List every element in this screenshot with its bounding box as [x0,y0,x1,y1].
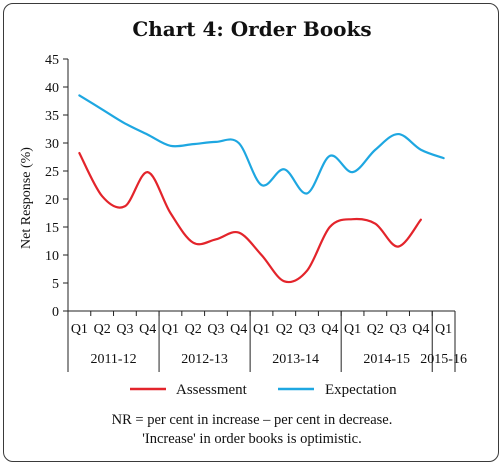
x-tick-label: Q3 [390,322,407,337]
x-tick-label: Q2 [185,322,202,337]
y-tick-label: 20 [45,193,59,208]
legend-label-assessment: Assessment [176,382,248,398]
axes: 0 5 10 15 20 25 30 35 40 45 Q1 Q2 Q3 Q4 Q1 Q2 Q3 Q4 Q1 Q2 Q3… [45,53,467,372]
year-group-label: 2013-14 [272,352,319,367]
x-tick-label: Q2 [367,322,384,337]
y-tick-label: 25 [45,165,59,180]
year-group-label: 2014-15 [363,352,410,367]
legend: Assessment Expectation [130,382,397,398]
x-tick-label: Q3 [207,322,224,337]
x-tick-label: Q1 [71,322,88,337]
y-axis-label: Net Response (%) [19,147,34,249]
series-line-expectation [78,94,445,195]
x-tick-label: Q1 [162,322,179,337]
y-tick-label: 30 [45,137,59,152]
year-group-label: 2011-12 [90,352,136,367]
y-tick-label: 0 [52,305,59,320]
year-group-label: 2012-13 [181,352,228,367]
x-tick-label: Q4 [139,322,156,337]
y-tick-label: 10 [45,249,59,264]
series-lines [78,94,445,284]
note-line-1: NR = per cent in increase – per cent in … [112,412,393,428]
x-tick-label: Q3 [116,322,133,337]
note-line-2: 'Increase' in order books is optimistic. [142,431,361,447]
legend-label-expectation: Expectation [325,382,397,398]
year-group-label: 2015-16 [420,352,467,367]
series-line-assessment [78,151,422,284]
x-tick-label: Q2 [94,322,111,337]
x-tick-label: Q1 [253,322,270,337]
x-tick-label: Q4 [412,322,429,337]
x-tick-label: Q4 [230,322,247,337]
y-tick-label: 15 [45,221,59,236]
y-tick-label: 45 [45,53,59,68]
x-tick-label: Q1 [344,322,361,337]
x-tick-label: Q3 [298,322,315,337]
y-tick-label: 35 [45,109,59,124]
chart-title: Chart 4: Order Books [132,17,371,41]
x-tick-label: Q1 [435,322,452,337]
x-tick-label: Q4 [321,322,338,337]
chart-frame [3,3,499,462]
y-tick-label: 5 [52,277,59,292]
x-tick-label: Q2 [276,322,293,337]
y-tick-label: 40 [45,81,59,96]
